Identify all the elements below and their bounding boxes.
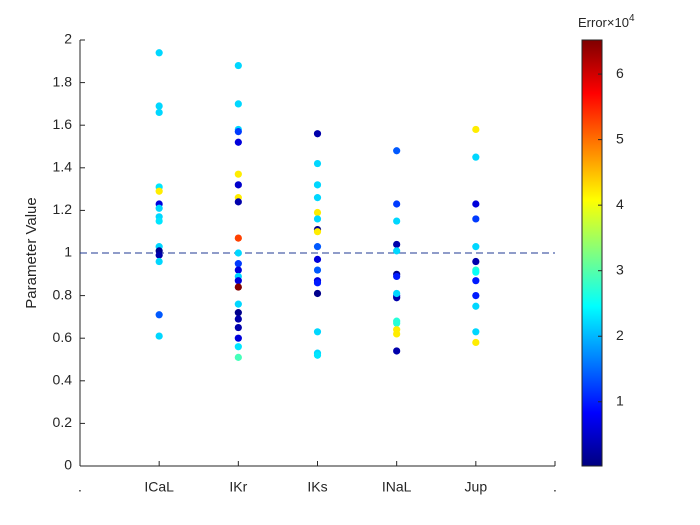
scatter-point: [393, 319, 401, 327]
scatter-point: [393, 347, 401, 355]
y-tick-label: 0: [64, 457, 72, 473]
x-tick-label: INaL: [382, 479, 412, 495]
scatter-point: [234, 353, 242, 361]
scatter-point: [393, 147, 401, 155]
scatter-point: [313, 215, 322, 223]
y-tick-label: 2: [64, 31, 72, 47]
scatter-point: [155, 187, 163, 195]
scatter-point: [234, 127, 242, 136]
y-tick-label: 1.8: [53, 73, 73, 89]
scatter-point: [155, 204, 163, 212]
scatter-point: [234, 309, 242, 317]
x-tick-label: IKs: [307, 479, 327, 495]
scatter-point: [472, 328, 480, 336]
scatter-point: [234, 234, 242, 242]
scatter-point: [472, 338, 480, 347]
scatter-point: [313, 130, 322, 138]
scatter-point: [313, 243, 322, 251]
scatter-point: [472, 277, 480, 285]
scatter-point: [155, 257, 163, 266]
y-tick-label: 0.2: [53, 414, 73, 430]
scatter-point: [234, 170, 242, 178]
colorbar-title: Error: [578, 15, 608, 30]
scatter-point: [234, 334, 242, 342]
colorbar-tick-label: 5: [616, 130, 624, 146]
scatter-point: [155, 102, 163, 110]
colorbar-tick-label: 1: [616, 392, 624, 408]
scatter-point: [393, 289, 401, 298]
y-tick-label: 1.6: [53, 116, 73, 132]
scatter-point: [234, 138, 242, 146]
scatter-point: [313, 351, 322, 359]
scatter-point: [234, 198, 242, 206]
scatter-point: [313, 194, 322, 202]
scatter-point: [313, 255, 322, 263]
x-tick-label: .: [78, 479, 82, 495]
scatter-point: [313, 328, 322, 336]
scatter-point: [155, 49, 163, 57]
scatter-point: [234, 343, 242, 351]
scatter-point: [472, 200, 480, 208]
scatter-point: [472, 125, 480, 134]
scatter-point: [155, 251, 163, 259]
scatter-point: [472, 268, 480, 276]
colorbar-multiplier: ×10: [607, 15, 629, 30]
scatter-point: [472, 302, 480, 310]
colorbar-exponent: 4: [629, 13, 635, 24]
scatter-point: [313, 266, 322, 274]
scatter-point: [393, 200, 401, 208]
scatter-point: [155, 311, 163, 319]
colorbar-tick-label: 4: [616, 196, 624, 212]
scatter-point: [393, 247, 401, 255]
scatter-point: [393, 240, 401, 249]
scatter-point: [472, 292, 480, 300]
scatter-point: [155, 332, 163, 340]
scatter-point: [313, 279, 322, 287]
scatter-point: [234, 61, 242, 70]
scatter-point: [234, 100, 242, 108]
scatter-point: [234, 249, 242, 257]
scatter-point: [234, 260, 242, 268]
scatter-point: [313, 289, 322, 298]
scatter-point: [472, 153, 480, 161]
y-tick-label: 0.6: [53, 329, 73, 345]
colorbar-tick-label: 2: [616, 327, 624, 343]
y-tick-label: 1.4: [53, 159, 73, 175]
y-axis-label: Parameter Value: [23, 197, 40, 308]
x-tick-label: .: [553, 479, 557, 495]
scatter-point: [472, 215, 480, 223]
scatter-point: [234, 300, 242, 308]
scatter-point: [313, 159, 322, 168]
scatter-point: [393, 217, 401, 225]
colorbar-tick-label: 3: [616, 261, 624, 277]
x-tick-label: Jup: [465, 479, 488, 495]
scatter-point: [393, 272, 401, 281]
colorbar-tick-label: 6: [616, 65, 624, 81]
scatter-point: [313, 181, 322, 189]
scatter-point: [472, 257, 480, 266]
y-tick-label: 1: [64, 244, 72, 260]
scatter-point: [313, 208, 322, 217]
colorbar: [581, 39, 603, 467]
colorbar-label: Error×104: [578, 13, 635, 31]
scatter-point: [234, 277, 242, 285]
y-tick-label: 1.2: [53, 201, 73, 217]
scatter-point: [393, 330, 401, 338]
y-tick-label: 0.8: [53, 286, 73, 302]
y-tick-label: 0.4: [53, 372, 73, 388]
scatter-point: [313, 228, 322, 236]
scatter-point: [155, 217, 163, 225]
x-tick-label: ICaL: [144, 479, 174, 495]
scatter-point: [234, 315, 242, 323]
scatter-point: [234, 283, 242, 291]
scatter-point: [234, 323, 242, 332]
scatter-point: [472, 243, 480, 251]
scatter-point: [234, 181, 242, 189]
x-tick-label: IKr: [229, 479, 247, 495]
scatter-point: [234, 266, 242, 274]
scatter-point: [155, 108, 163, 117]
